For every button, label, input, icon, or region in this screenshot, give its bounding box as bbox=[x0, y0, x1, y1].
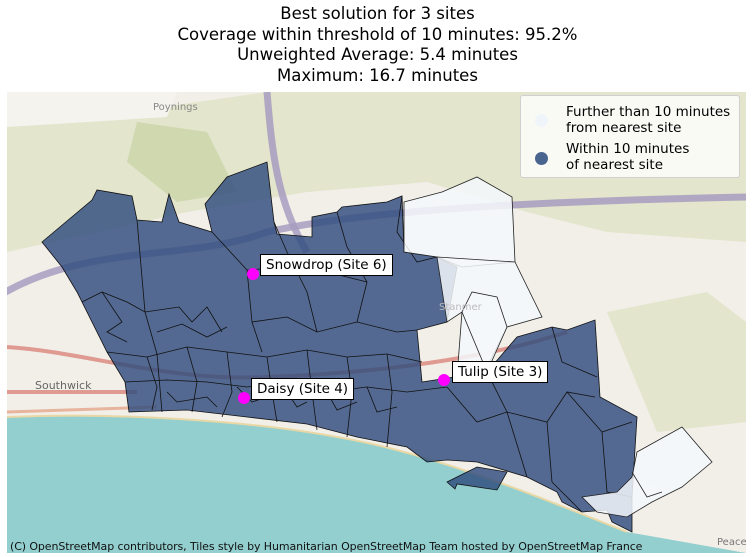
uncovered-zones bbox=[403, 176, 713, 518]
place-label-stanmer: Stanmer bbox=[439, 302, 482, 313]
place-label-southwick: Southwick bbox=[35, 379, 92, 392]
place-label-poynings: Poynings bbox=[153, 102, 198, 113]
legend-label-covered: Within 10 minutes of nearest site bbox=[566, 141, 690, 173]
title-line-4: Maximum: 16.7 minutes bbox=[277, 65, 478, 85]
site-label-snowdrop: Snowdrop (Site 6) bbox=[260, 254, 393, 276]
legend-swatch-uncovered-icon bbox=[535, 114, 548, 127]
title-line-2: Coverage within threshold of 10 minutes:… bbox=[177, 24, 578, 44]
map-area[interactable]: Poynings Stanmer Southwick Peacehaven Fu… bbox=[7, 92, 746, 553]
legend: Further than 10 minutes from nearest sit… bbox=[520, 95, 740, 178]
map-attribution: (C) OpenStreetMap contributors, Tiles st… bbox=[10, 540, 643, 553]
site-marker-daisy[interactable] bbox=[238, 392, 250, 404]
site-label-tulip: Tulip (Site 3) bbox=[452, 361, 549, 383]
legend-swatch-covered-icon bbox=[535, 152, 548, 165]
site-label-daisy: Daisy (Site 4) bbox=[251, 378, 355, 400]
legend-label-uncovered: Further than 10 minutes from nearest sit… bbox=[566, 104, 731, 136]
place-label-peacehaven: Peacehaven bbox=[717, 537, 746, 548]
site-marker-tulip[interactable] bbox=[438, 374, 450, 386]
chart-title: Best solution for 3 sites Coverage withi… bbox=[0, 4, 755, 86]
title-line-3: Unweighted Average: 5.4 minutes bbox=[237, 45, 518, 64]
site-marker-snowdrop[interactable] bbox=[247, 268, 259, 280]
covered-zones bbox=[41, 161, 638, 533]
title-line-1: Best solution for 3 sites bbox=[280, 4, 475, 23]
